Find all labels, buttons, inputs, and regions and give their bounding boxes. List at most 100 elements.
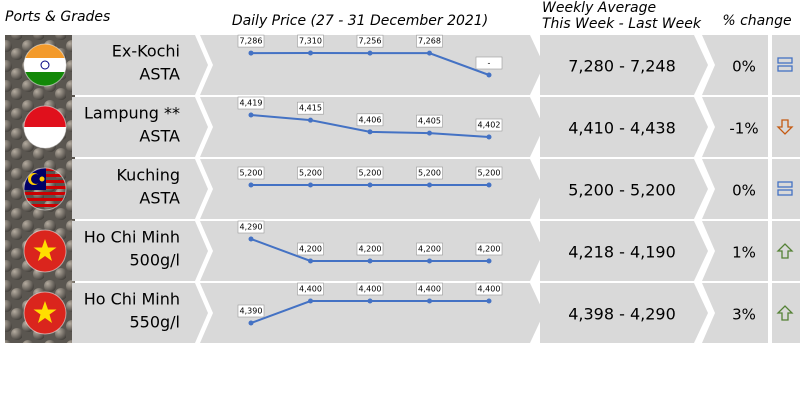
change-cell xyxy=(702,97,768,157)
weekly-cell xyxy=(540,97,708,157)
data-label: 4,400 xyxy=(478,285,501,294)
flag-band xyxy=(24,127,66,148)
icon xyxy=(777,189,793,196)
data-label: 5,200 xyxy=(240,169,263,178)
label-box xyxy=(356,34,384,48)
flag-shine xyxy=(23,43,67,87)
label-box xyxy=(237,304,265,318)
change-cell xyxy=(702,221,768,281)
label-box xyxy=(416,34,443,48)
port-name: Kuching xyxy=(116,166,180,185)
flag-inner xyxy=(24,230,66,272)
flag-band xyxy=(24,192,66,195)
flag xyxy=(23,291,67,335)
label-box xyxy=(237,220,265,234)
data-label: 7,268 xyxy=(418,37,441,46)
data-label: 4,290 xyxy=(240,223,263,232)
data-point xyxy=(308,117,313,123)
icon-cell xyxy=(772,221,800,281)
name-cell xyxy=(72,221,208,281)
label-box xyxy=(356,166,384,180)
data-label: 4,200 xyxy=(359,245,382,254)
weekly-average: 4,398 - 4,290 xyxy=(568,305,676,324)
data-point xyxy=(248,112,254,118)
grade: ASTA xyxy=(139,189,180,208)
port-name: Ho Chi Minh xyxy=(84,228,180,247)
flag-inner xyxy=(24,106,66,148)
header: Ports & Grades xyxy=(5,9,110,25)
chart-cell xyxy=(200,35,544,95)
icon xyxy=(777,65,793,72)
flag-band xyxy=(24,72,66,86)
weekly-cell xyxy=(540,35,708,95)
flag-band xyxy=(24,58,66,72)
icon xyxy=(776,119,794,135)
port-name: Lampung ** xyxy=(84,104,180,123)
weekly-average: 7,280 - 7,248 xyxy=(568,57,676,76)
header: Daily Price (27 - 31 December 2021) xyxy=(232,13,488,29)
data-label: 4,200 xyxy=(299,245,322,254)
icon xyxy=(776,243,794,259)
weekly-average: 4,410 - 4,438 xyxy=(568,119,676,138)
label-box xyxy=(475,282,503,296)
data-label: 5,200 xyxy=(418,169,441,178)
name-cell xyxy=(72,35,208,95)
label-box xyxy=(475,242,503,256)
data-point xyxy=(427,298,432,304)
icon-cell xyxy=(772,283,800,343)
icon-cell xyxy=(772,35,800,95)
data-point xyxy=(367,50,373,56)
grade: 500g/l xyxy=(129,251,180,270)
data-label: 4,402 xyxy=(478,121,501,130)
weekly-average: 4,218 - 4,190 xyxy=(568,243,676,262)
name-cell xyxy=(72,159,208,219)
data-point xyxy=(427,258,432,264)
data-label: 4,200 xyxy=(418,245,441,254)
grade: ASTA xyxy=(139,65,180,84)
percent-change: 0% xyxy=(732,58,756,76)
data-label: 7,286 xyxy=(240,37,263,46)
data-label: 5,200 xyxy=(359,169,382,178)
data-point xyxy=(248,50,254,56)
data-label: 4,400 xyxy=(299,285,322,294)
flag-wheel xyxy=(40,60,50,70)
flag-band xyxy=(24,198,66,201)
header: Weekly Average xyxy=(542,0,656,16)
header: % change xyxy=(722,13,791,29)
data-label: 4,390 xyxy=(240,307,263,316)
icon xyxy=(777,57,793,64)
data-label: 5,200 xyxy=(478,169,501,178)
chart-cell xyxy=(200,159,544,219)
grade: 550g/l xyxy=(129,313,180,332)
data-point xyxy=(367,129,373,135)
data-point xyxy=(248,236,254,242)
label-box xyxy=(297,101,324,115)
grade: ASTA xyxy=(139,127,180,146)
percent-change: 0% xyxy=(732,182,756,200)
weekly-average: 5,200 - 5,200 xyxy=(568,181,676,200)
percent-change: 1% xyxy=(732,244,756,262)
data-label: 5,200 xyxy=(299,169,322,178)
name-cell xyxy=(72,283,208,343)
port-name: Ex-Kochi xyxy=(112,42,180,61)
flag-inner xyxy=(24,44,66,86)
label-box xyxy=(416,114,443,128)
data-label: 7,310 xyxy=(299,37,322,46)
flag xyxy=(23,105,67,149)
data-point xyxy=(486,298,492,304)
data-point xyxy=(367,258,373,264)
data-label: 4,200 xyxy=(478,245,501,254)
port-name: Ho Chi Minh xyxy=(84,290,180,309)
flag xyxy=(23,43,67,87)
flag-band xyxy=(24,44,66,58)
data-point xyxy=(367,298,373,304)
data-point xyxy=(308,258,313,264)
flag-moon xyxy=(31,174,41,184)
label-box xyxy=(416,242,443,256)
flag xyxy=(23,229,67,273)
label-box xyxy=(356,282,384,296)
data-label: 4,419 xyxy=(240,99,263,108)
label-box xyxy=(297,166,324,180)
flag-star xyxy=(33,301,57,323)
